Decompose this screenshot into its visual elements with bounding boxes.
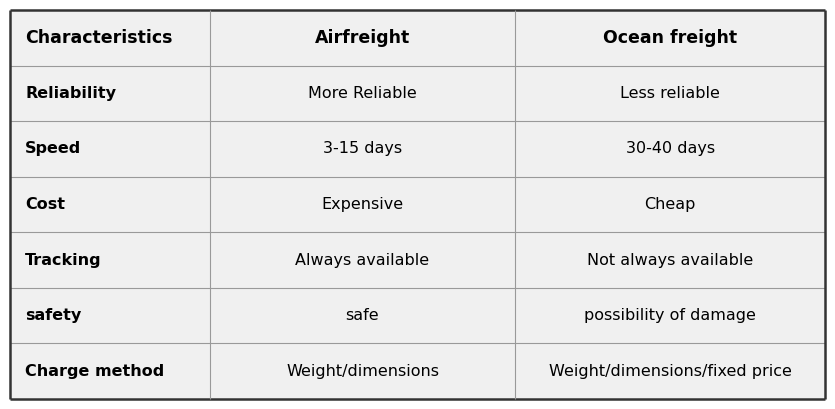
Text: Ocean freight: Ocean freight — [603, 29, 737, 47]
Bar — [210, 177, 515, 232]
Bar — [10, 10, 210, 66]
Bar — [515, 10, 825, 66]
Text: Weight/dimensions/fixed price: Weight/dimensions/fixed price — [549, 364, 792, 378]
Text: Always available: Always available — [296, 252, 429, 267]
Bar — [515, 66, 825, 121]
Text: 3-15 days: 3-15 days — [323, 142, 402, 157]
Bar — [210, 66, 515, 121]
Text: Speed: Speed — [25, 142, 81, 157]
Text: possibility of damage: possibility of damage — [584, 308, 756, 323]
Text: Tracking: Tracking — [25, 252, 102, 267]
Bar — [515, 232, 825, 288]
Bar — [210, 10, 515, 66]
Bar — [210, 343, 515, 399]
Bar — [210, 121, 515, 177]
Text: Not always available: Not always available — [587, 252, 753, 267]
Text: Airfreight: Airfreight — [315, 29, 410, 47]
Bar — [210, 288, 515, 343]
Text: Less reliable: Less reliable — [620, 86, 720, 101]
Bar — [515, 288, 825, 343]
Text: 30-40 days: 30-40 days — [625, 142, 715, 157]
Text: safe: safe — [346, 308, 379, 323]
Bar — [210, 232, 515, 288]
Bar — [10, 177, 210, 232]
Text: Weight/dimensions: Weight/dimensions — [286, 364, 439, 378]
Bar — [10, 66, 210, 121]
Bar — [10, 121, 210, 177]
Text: Expensive: Expensive — [321, 197, 403, 212]
Text: Reliability: Reliability — [25, 86, 116, 101]
Bar — [10, 343, 210, 399]
Text: Cost: Cost — [25, 197, 65, 212]
Text: More Reliable: More Reliable — [308, 86, 417, 101]
Text: Cheap: Cheap — [645, 197, 696, 212]
Bar — [10, 232, 210, 288]
Bar — [515, 121, 825, 177]
Text: Charge method: Charge method — [25, 364, 164, 378]
Text: safety: safety — [25, 308, 81, 323]
Bar — [10, 288, 210, 343]
Bar — [515, 177, 825, 232]
Bar — [515, 343, 825, 399]
Text: Characteristics: Characteristics — [25, 29, 173, 47]
